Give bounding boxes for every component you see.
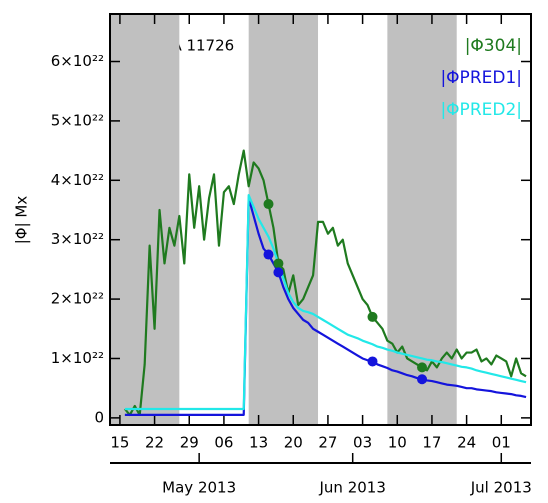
shaded-region — [248, 14, 319, 425]
x-tick-label: 24 — [457, 434, 476, 452]
y-axis-label: |Φ| Mx — [13, 196, 31, 245]
y-tick-label: 5×10²² — [51, 111, 104, 129]
legend-entry: |ΦPRED1| — [440, 68, 522, 88]
x-tick-label: 27 — [318, 434, 337, 452]
shaded-region — [387, 14, 457, 425]
x-tick-label: 29 — [180, 434, 199, 452]
legend-entry: |ΦPRED2| — [440, 100, 522, 120]
x-tick-label: 13 — [249, 434, 268, 452]
series-line — [124, 197, 527, 417]
data-marker — [367, 356, 378, 367]
month-label: Jun 2013 — [318, 479, 385, 497]
x-tick-label: 03 — [353, 434, 372, 452]
y-tick-label: 0 — [94, 408, 104, 426]
data-marker — [417, 362, 428, 373]
y-tick-label: 2×10²² — [51, 290, 104, 308]
y-tick-label: 4×10²² — [51, 171, 104, 189]
x-tick-label: 15 — [110, 434, 129, 452]
data-marker — [273, 267, 284, 278]
x-tick-label: 22 — [145, 434, 164, 452]
series-line — [124, 194, 527, 411]
data-marker — [367, 311, 378, 322]
plot-frame — [109, 13, 532, 426]
x-tick-label: 10 — [388, 434, 407, 452]
month-label: May 2013 — [162, 479, 236, 497]
legend-entry: |Φ304| — [465, 36, 522, 56]
month-label: Jul 2013 — [470, 479, 532, 497]
y-tick-label: 1×10²² — [51, 349, 104, 367]
series-line — [124, 149, 527, 417]
x-tick-label: 01 — [492, 434, 511, 452]
y-tick-label: 3×10²² — [51, 230, 104, 248]
x-tick-label: 06 — [214, 434, 233, 452]
data-marker — [263, 199, 274, 210]
data-marker — [417, 374, 428, 385]
data-marker — [263, 249, 274, 260]
data-marker — [273, 258, 284, 269]
x-tick-label: 20 — [284, 434, 303, 452]
x-tick-label: 17 — [422, 434, 441, 452]
y-tick-label: 6×10²² — [51, 52, 104, 70]
